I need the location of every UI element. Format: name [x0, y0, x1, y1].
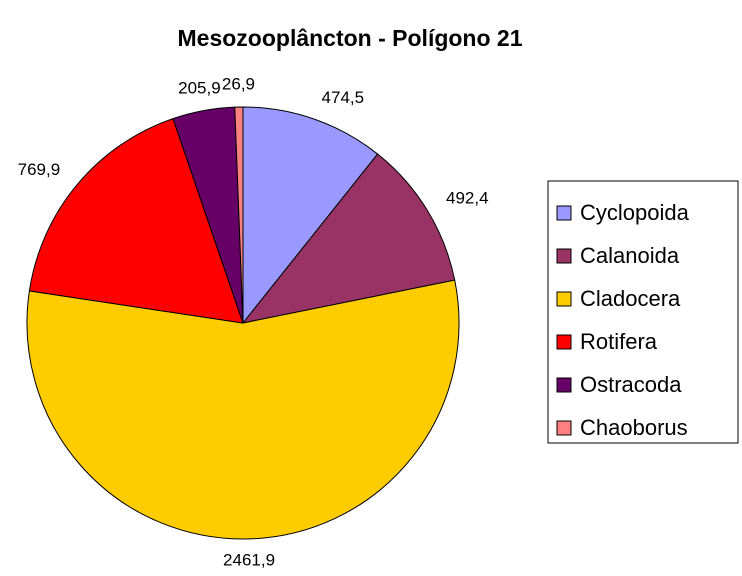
data-label: 205,9 — [178, 79, 221, 98]
data-label: 492,4 — [446, 188, 489, 207]
legend-label: Chaoborus — [580, 415, 688, 440]
pie-slice — [242, 106, 379, 325]
data-label: 769,9 — [18, 160, 61, 179]
legend-box — [547, 180, 739, 444]
pie-slice — [26, 279, 460, 540]
legend-swatch — [556, 291, 572, 307]
data-label: 26,9 — [222, 75, 255, 94]
pie-slice — [234, 106, 244, 324]
legend-label: Cyclopoida — [580, 200, 690, 225]
pie-slice — [28, 118, 244, 324]
chart-title: Mesozooplâncton - Polígono 21 — [178, 25, 523, 51]
pie-slice — [241, 153, 456, 324]
legend-label: Ostracoda — [580, 372, 682, 397]
legend-swatch — [556, 420, 572, 436]
legend-swatch — [556, 248, 572, 264]
data-label: 2461,9 — [223, 550, 275, 569]
legend-label: Rotifera — [580, 329, 658, 354]
legend-label: Cladocera — [580, 286, 681, 311]
data-label: 474,5 — [322, 88, 365, 107]
legend-swatch — [556, 377, 572, 393]
legend-swatch — [556, 205, 572, 221]
legend-label: Calanoida — [580, 243, 680, 268]
legend-swatch — [556, 334, 572, 350]
